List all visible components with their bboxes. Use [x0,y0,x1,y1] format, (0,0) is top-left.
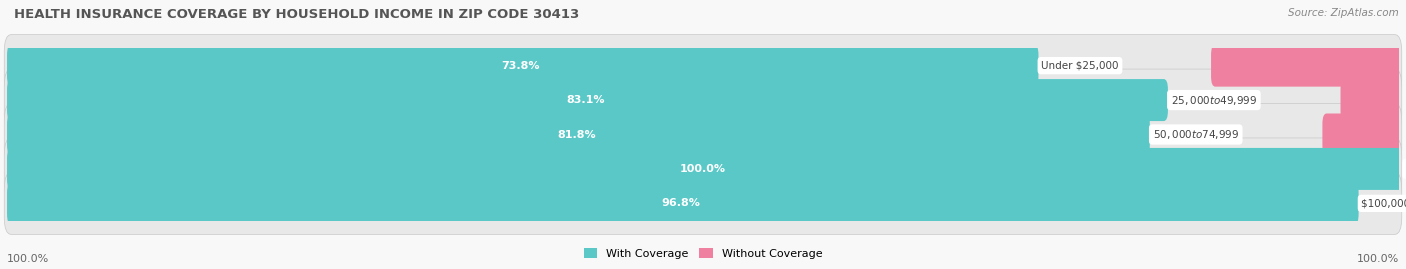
Text: 81.8%: 81.8% [557,129,596,140]
Text: 100.0%: 100.0% [1357,254,1399,264]
Text: $100,000 and over: $100,000 and over [1361,198,1406,208]
FancyBboxPatch shape [7,148,1403,190]
Text: 100.0%: 100.0% [7,254,49,264]
Text: $25,000 to $49,999: $25,000 to $49,999 [1171,94,1257,107]
FancyBboxPatch shape [4,35,1402,97]
FancyBboxPatch shape [1323,114,1406,155]
Text: $50,000 to $74,999: $50,000 to $74,999 [1153,128,1239,141]
FancyBboxPatch shape [4,104,1402,165]
FancyBboxPatch shape [7,114,1150,155]
Text: 83.1%: 83.1% [567,95,605,105]
FancyBboxPatch shape [1340,79,1406,121]
Text: 100.0%: 100.0% [681,164,725,174]
FancyBboxPatch shape [4,69,1402,131]
FancyBboxPatch shape [7,45,1039,87]
FancyBboxPatch shape [7,79,1168,121]
FancyBboxPatch shape [4,172,1402,234]
FancyBboxPatch shape [4,138,1402,200]
Text: Under $25,000: Under $25,000 [1042,61,1119,71]
FancyBboxPatch shape [7,182,1358,224]
Text: HEALTH INSURANCE COVERAGE BY HOUSEHOLD INCOME IN ZIP CODE 30413: HEALTH INSURANCE COVERAGE BY HOUSEHOLD I… [14,8,579,21]
Text: Source: ZipAtlas.com: Source: ZipAtlas.com [1288,8,1399,18]
Legend: With Coverage, Without Coverage: With Coverage, Without Coverage [579,244,827,263]
Text: 96.8%: 96.8% [661,198,700,208]
Text: 73.8%: 73.8% [502,61,540,71]
FancyBboxPatch shape [1211,45,1406,87]
